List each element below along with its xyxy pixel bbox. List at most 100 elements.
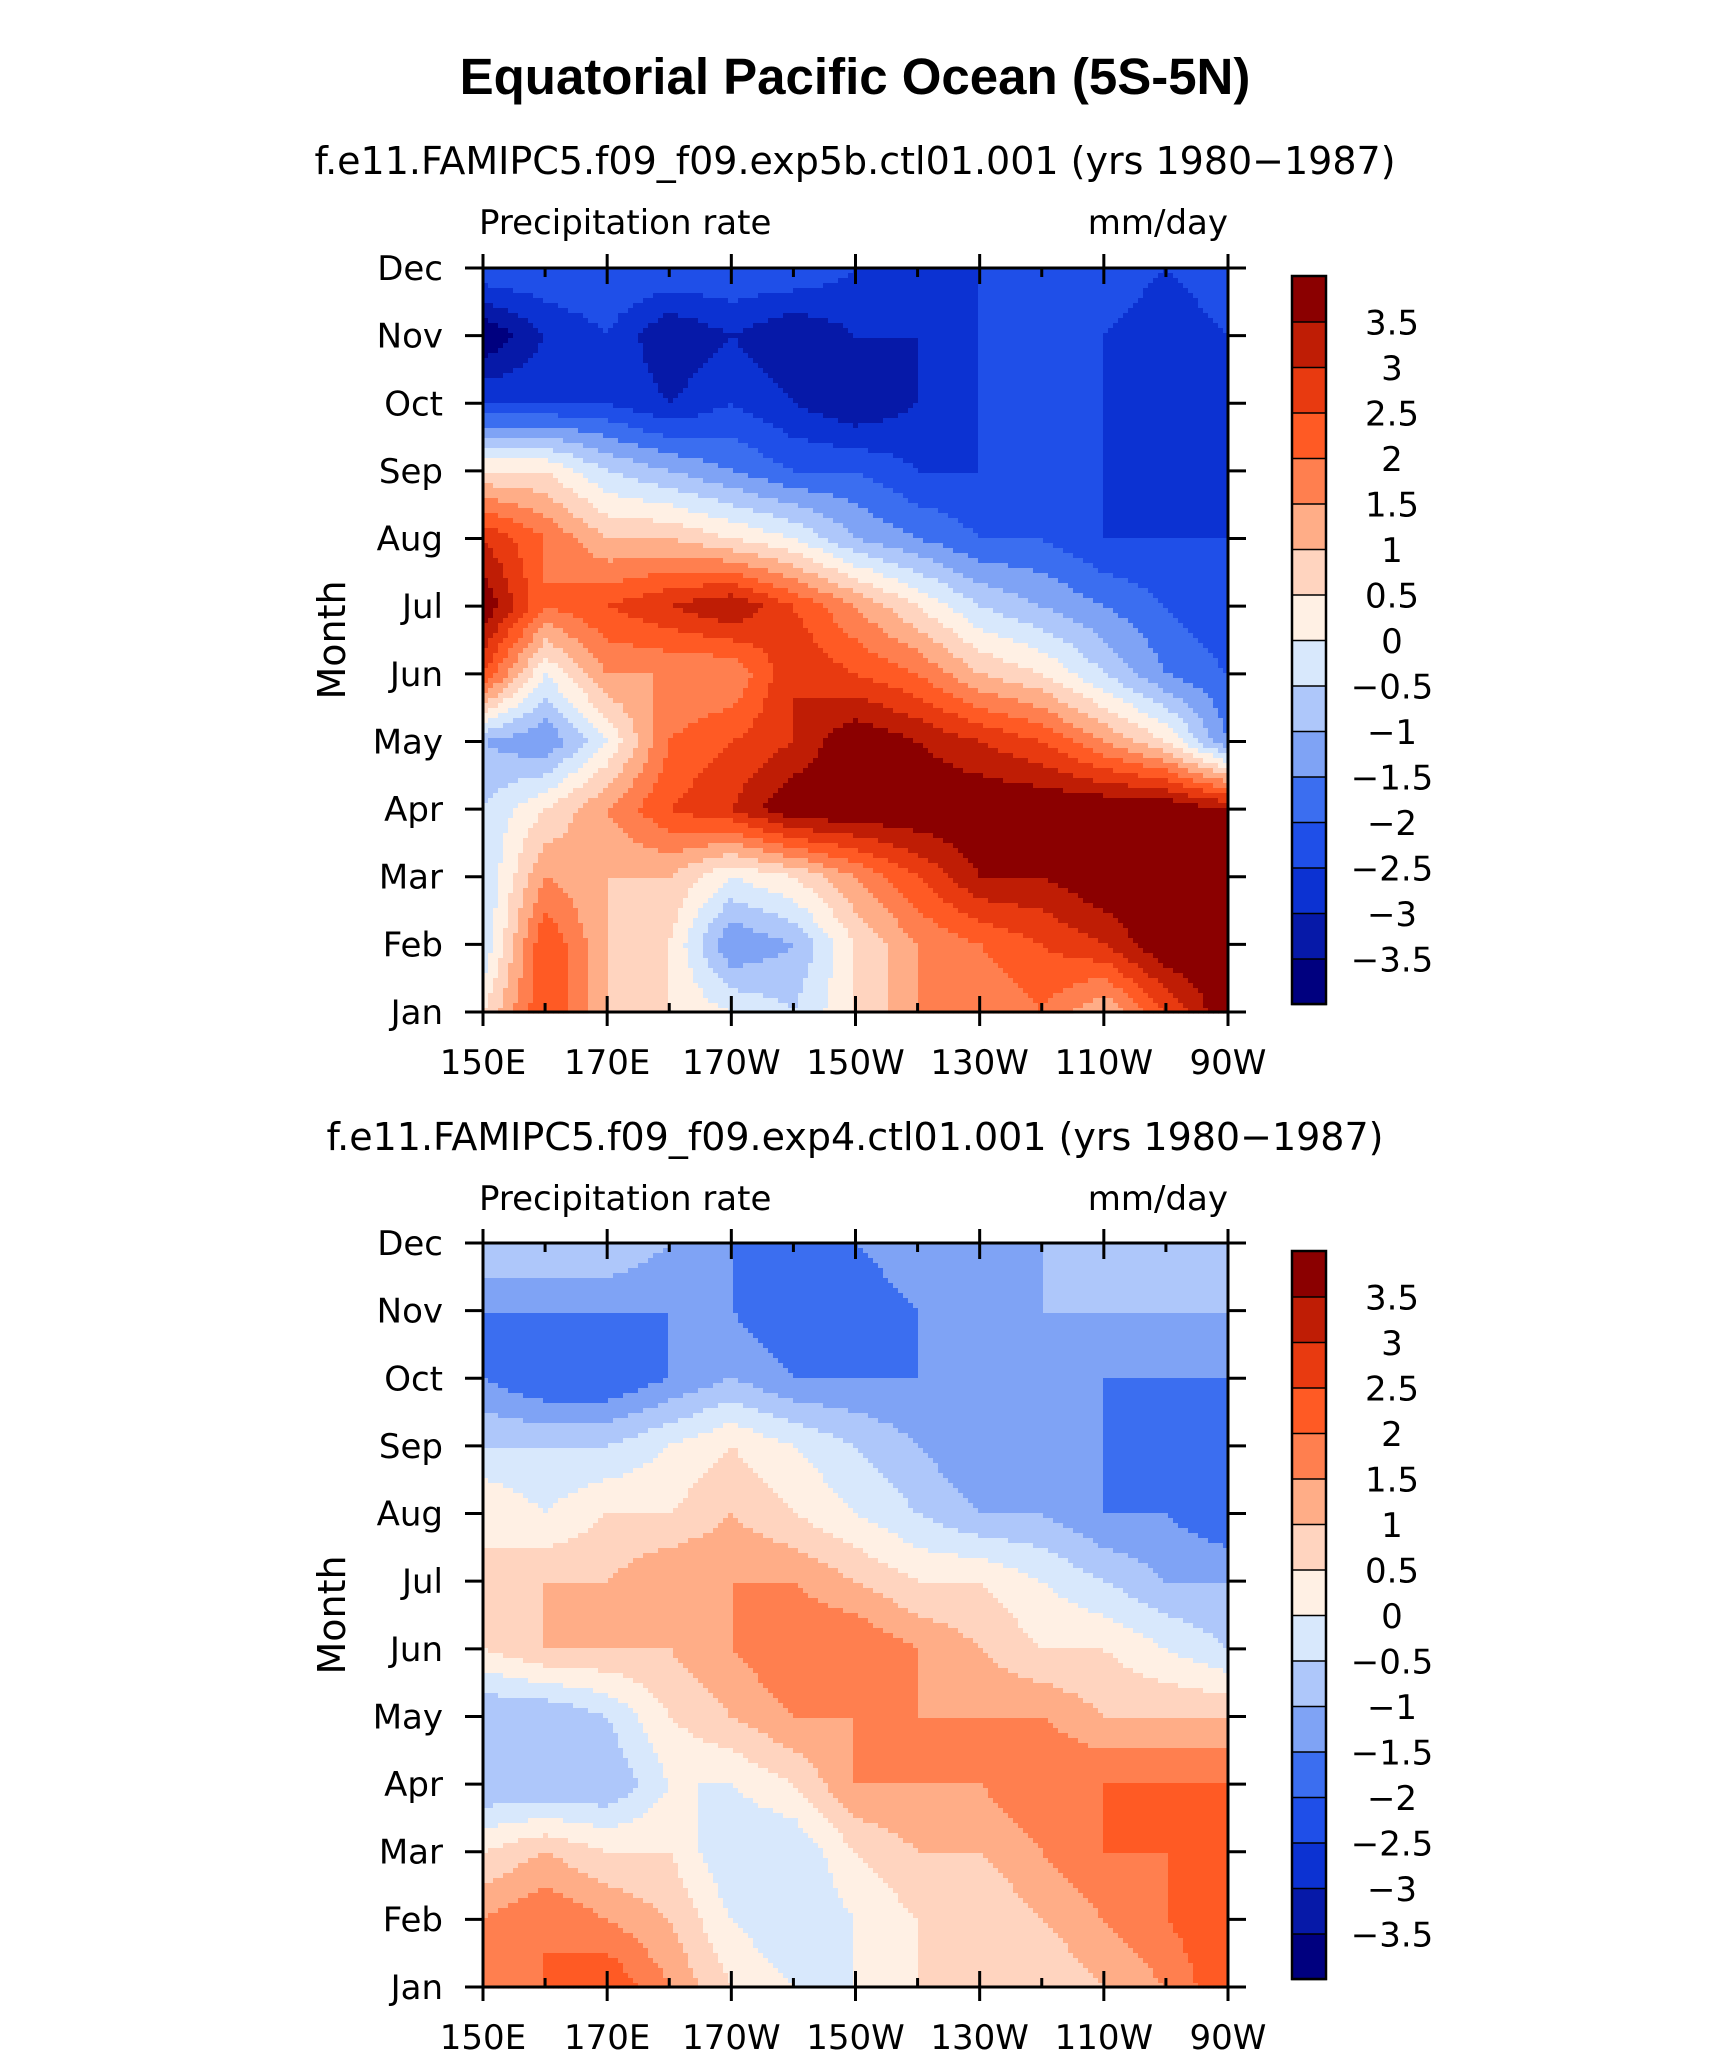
heatmap-cell [898, 318, 904, 324]
heatmap-cell [528, 343, 534, 349]
heatmap-cell [638, 288, 644, 294]
heatmap-cell [1133, 323, 1139, 329]
heatmap-cell [1008, 293, 1014, 299]
heatmap-cell [488, 298, 494, 304]
heatmap-cell [1003, 318, 1009, 324]
heatmap-cell [933, 303, 939, 309]
heatmap-cell [1063, 273, 1069, 279]
heatmap-cell [1053, 273, 1059, 279]
heatmap-cell [1128, 278, 1134, 284]
heatmap-cell [863, 308, 869, 314]
heatmap-cell [923, 323, 929, 329]
heatmap-cell [633, 328, 639, 334]
heatmap-cell [1083, 278, 1089, 284]
heatmap-cell [708, 303, 714, 309]
heatmap-cell [813, 288, 819, 294]
heatmap-cell [688, 313, 694, 319]
heatmap-cell [1118, 333, 1124, 339]
heatmap-cell [1123, 328, 1129, 334]
heatmap-cell [1083, 323, 1089, 329]
heatmap-cell [503, 303, 509, 309]
heatmap-cell [1128, 273, 1134, 279]
heatmap-cell [683, 283, 689, 289]
heatmap-cell [1073, 293, 1079, 299]
heatmap-cell [658, 318, 664, 324]
heatmap-cell [953, 328, 959, 334]
heatmap-cell [793, 278, 799, 284]
heatmap-cell [558, 313, 564, 319]
heatmap-cell [748, 298, 754, 304]
heatmap-cell [888, 278, 894, 284]
heatmap-cell [713, 298, 719, 304]
heatmap-cell [1208, 278, 1214, 284]
heatmap-cell [493, 293, 499, 299]
heatmap-cell [558, 343, 564, 349]
heatmap-cell [903, 313, 909, 319]
heatmap-cell [723, 338, 729, 344]
heatmap-cell [543, 318, 549, 324]
heatmap-cell [528, 278, 534, 284]
heatmap-cell [653, 278, 659, 284]
heatmap-cell [988, 333, 994, 339]
heatmap-cell [1198, 273, 1204, 279]
heatmap-cell [653, 343, 659, 349]
heatmap-cell [898, 293, 904, 299]
heatmap-cell [583, 303, 589, 309]
heatmap-cell [618, 308, 624, 314]
heatmap-cell [638, 313, 644, 319]
heatmap-cell [623, 298, 629, 304]
heatmap-cell [783, 283, 789, 289]
heatmap-cell [678, 328, 684, 334]
heatmap-cell [583, 308, 589, 314]
heatmap-cell [563, 273, 569, 279]
heatmap-cell [1098, 318, 1104, 324]
heatmap-cell [533, 313, 539, 319]
heatmap-cell [843, 298, 849, 304]
heatmap-cell [1158, 288, 1164, 294]
heatmap-cell [888, 328, 894, 334]
heatmap-cell [1078, 293, 1084, 299]
heatmap-cell [528, 283, 534, 289]
heatmap-cell [828, 293, 834, 299]
heatmap-cell [958, 288, 964, 294]
heatmap-cell [668, 343, 674, 349]
heatmap-cell [943, 333, 949, 339]
heatmap-cell [948, 328, 954, 334]
heatmap-cell [1198, 313, 1204, 319]
heatmap-cell [528, 303, 534, 309]
heatmap-cell [528, 313, 534, 319]
heatmap-cell [1113, 308, 1119, 314]
heatmap-cell [873, 288, 879, 294]
heatmap-cell [513, 343, 519, 349]
heatmap-cell [1213, 303, 1219, 309]
heatmap-cell [543, 308, 549, 314]
heatmap-cell [1103, 288, 1109, 294]
heatmap-cell [1188, 278, 1194, 284]
heatmap-cell [538, 338, 544, 344]
heatmap-cell [1143, 328, 1149, 334]
heatmap-cell [733, 273, 739, 279]
heatmap-cell [973, 333, 979, 339]
heatmap-cell [868, 273, 874, 279]
heatmap-cell [568, 303, 574, 309]
heatmap-cell [998, 303, 1004, 309]
heatmap-cell [1143, 278, 1149, 284]
heatmap-cell [1028, 313, 1034, 319]
heatmap-cell [1068, 283, 1074, 289]
heatmap-cell [618, 338, 624, 344]
heatmap-cell [1043, 278, 1049, 284]
heatmap-cell [763, 338, 769, 344]
heatmap-cell [758, 338, 764, 344]
heatmap-cell [883, 278, 889, 284]
heatmap-cell [1028, 283, 1034, 289]
heatmap-cell [803, 273, 809, 279]
heatmap-cell [1043, 318, 1049, 324]
heatmap-cell [648, 278, 654, 284]
heatmap-cell [1158, 323, 1164, 329]
heatmap-cell [1083, 333, 1089, 339]
heatmap-cell [1023, 298, 1029, 304]
heatmap-cell [683, 298, 689, 304]
heatmap-cell [723, 323, 729, 329]
heatmap-cell [583, 298, 589, 304]
heatmap-cell [1203, 313, 1209, 319]
